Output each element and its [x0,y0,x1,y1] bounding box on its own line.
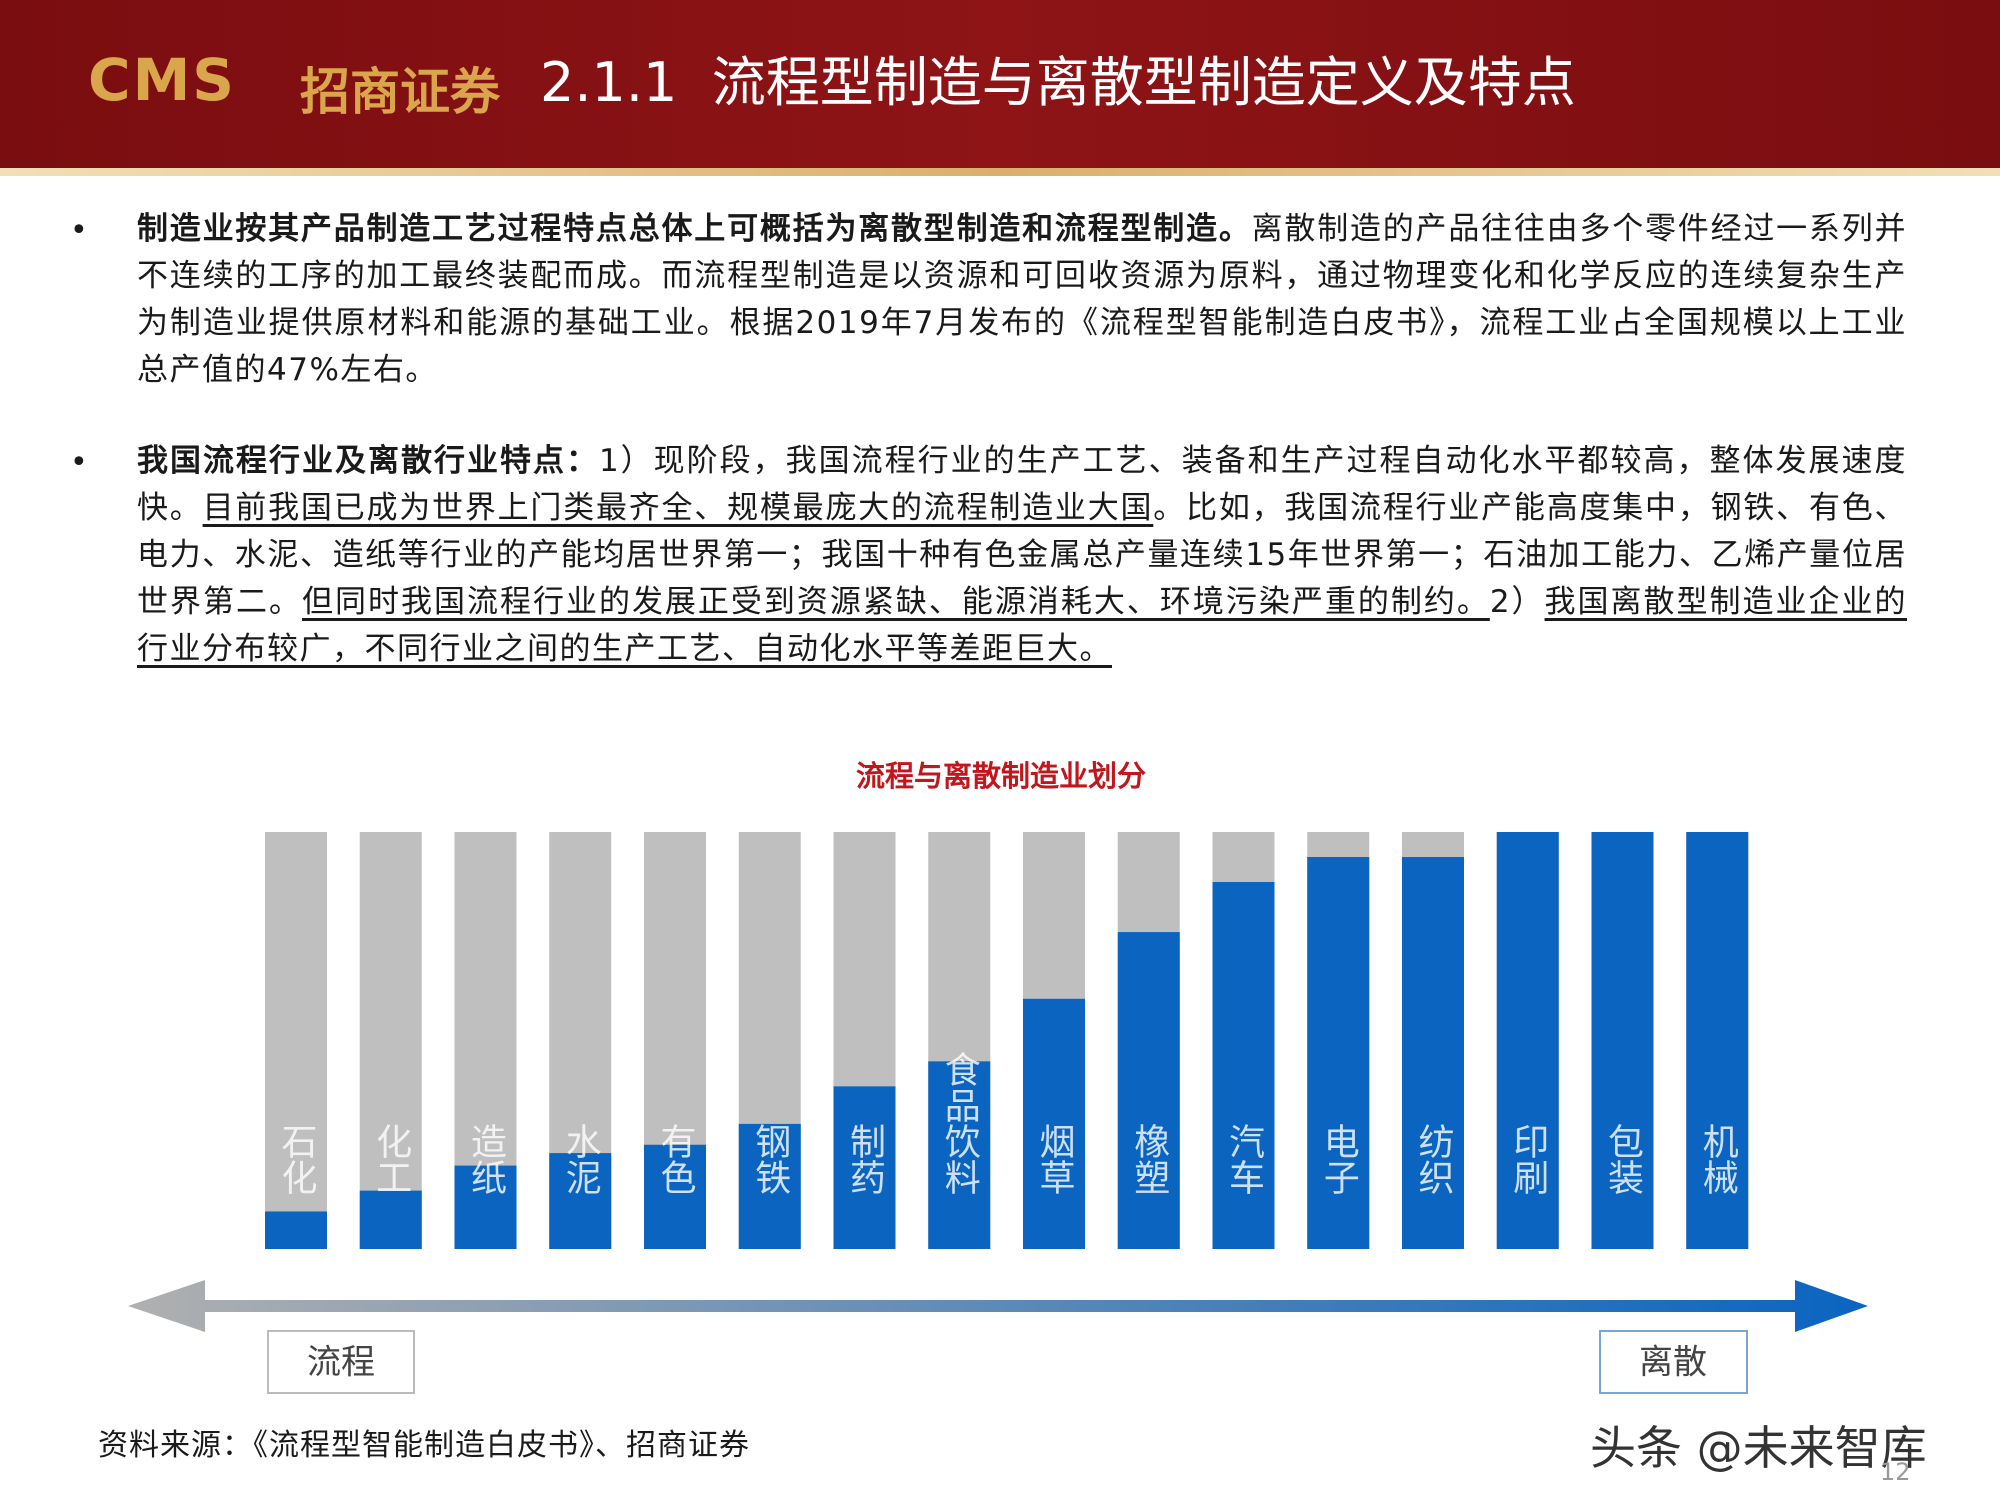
bar [1496,832,1559,1249]
text-run: 离散制造的产品往往由多个零件经过一系列并不连续的工序的加工最终装配而成。而流程型… [137,211,1908,388]
bar [549,1153,612,1249]
source: 资料来源：《流程型智能制造白皮书》、招商证券 [98,1428,750,1463]
label-box [267,1330,415,1394]
bar [265,1211,327,1249]
bar-track [359,832,422,1249]
text-run: 但同时我国流程行业的发展正受到资源紧缺、能源消耗大、环境污染严重的制约。 [301,584,1490,620]
page-number: 12 [1880,1458,1911,1486]
x-tick-label: 印刷 [1507,1123,1548,1195]
x-tick-label: 电子 [1318,1123,1359,1195]
x-tick-label: 包装 [1602,1123,1643,1195]
text-run: 我国流程行业及离散行业特点： [137,443,599,479]
bar [359,1190,422,1249]
bar [1212,882,1275,1249]
x-tick-label: 烟草 [1034,1123,1075,1195]
label-box [1599,1330,1748,1394]
bar [1402,857,1464,1249]
x-tick-label: 水泥 [560,1123,601,1195]
x-tick-label: 化工 [370,1123,411,1195]
logo-name: 招商证券 [300,63,500,121]
bar [1307,857,1370,1249]
bar-track [265,832,327,1249]
x-tick-label: 制药 [844,1123,885,1195]
bar [833,1086,896,1249]
x-tick-label: 钢铁 [749,1123,790,1195]
x-tick-label: 汽车 [1223,1123,1264,1195]
x-tick-label: 造纸 [465,1123,506,1195]
text-run: 我国离散型制造业企业的行业分布较广，不同行业之间的生产工艺、自动化水平等差距巨大… [137,584,1908,667]
bar [738,1123,801,1249]
text-run: 目前我国已成为世界上门类最齐全、规模最庞大的流程制造业大国 [202,490,1154,526]
bar [1591,832,1654,1249]
start-label: 流程 [307,1343,375,1383]
x-tick-label: 有色 [655,1123,696,1195]
x-tick-label: 机械 [1697,1123,1738,1195]
header-rule [0,168,2000,176]
bar [1023,998,1085,1249]
bar [454,1165,517,1249]
x-tick-label: 食品饮料 [939,1051,981,1195]
x-tick-label: 橡塑 [1128,1123,1169,1195]
watermark: 头条 @未来智库 [1590,1421,1927,1475]
header-band [0,0,2000,168]
bullet-text: 我国流程行业及离散行业特点：1）现阶段，我国流程行业的生产工艺、装备和生产过程自… [137,438,1907,673]
slide-title: 2.1.1 流程型制造与离散型制造定义及特点 [540,51,1576,114]
bullet-dot: • [70,213,88,248]
logo-brand: CMS [88,46,237,114]
text-run: 制造业按其产品制造工艺过程特点总体上可概括为离散型制造和流程型制造。 [137,211,1252,247]
arrow [128,1280,1868,1332]
text-run: 2） [1489,584,1545,620]
chart-title: 流程与离散制造业划分 [856,759,1146,793]
bullet-text: 制造业按其产品制造工艺过程特点总体上可概括为离散型制造和流程型制造。离散制造的产… [137,206,1907,394]
text-run: 。比如，我国流程行业产能高度集中，钢铁、有色、电力、水泥、造纸等行业的产能均居世… [137,490,1908,620]
x-tick-label: 石化 [276,1123,318,1195]
x-tick-label: 纺织 [1413,1123,1454,1195]
end-label: 离散 [1639,1343,1707,1383]
bar [1686,832,1749,1249]
bar [644,1144,706,1249]
text-run: 1）现阶段，我国流程行业的生产工艺、装备和生产过程自动化水平都较高，整体发展速度… [137,443,1907,526]
bullet-dot: • [70,445,88,480]
bar [1117,932,1180,1249]
bar [928,1061,991,1249]
